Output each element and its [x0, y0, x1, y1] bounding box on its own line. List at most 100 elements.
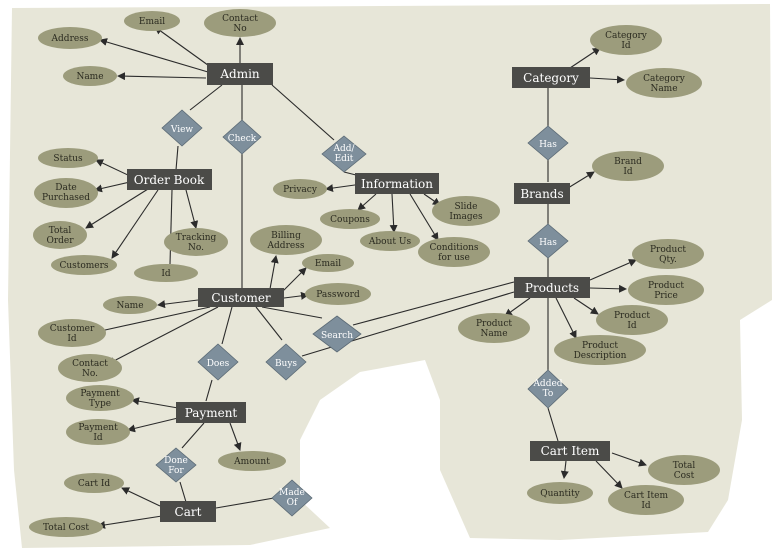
attribute-name-admin: Name [63, 66, 117, 86]
entity-information-label: Information [361, 177, 433, 191]
relationship-does: Does [197, 343, 239, 381]
attribute-product-name-label-1: Product [476, 319, 512, 329]
attribute-brand-id-label-2: Id [623, 167, 633, 177]
attribute-contact-no-admin: Contact No [204, 9, 276, 37]
attribute-amount: Amount [218, 451, 286, 471]
relationship-has-brands: Has [527, 223, 569, 259]
relationship-buys-label: Buys [275, 359, 297, 369]
attribute-total-order-label-2: Order [46, 236, 74, 246]
attribute-email-customer: Email [302, 254, 354, 272]
attribute-brand-id: Brand Id [592, 151, 664, 181]
attribute-slide-images-label-2: Images [449, 212, 483, 222]
attribute-password-label: Password [316, 290, 360, 300]
entity-products: Products [514, 277, 590, 298]
attribute-password: Password [305, 283, 371, 305]
attribute-date-purchased-label-1: Date [55, 183, 77, 193]
entity-order-book-label: Order Book [134, 173, 205, 187]
attribute-contact-no-admin-label-2: No [233, 24, 246, 34]
attribute-customer-id-label-1: Customer [50, 324, 95, 334]
attribute-category-name-label-1: Category [643, 74, 686, 84]
relationship-add-edit-label-1: Add/ [332, 144, 355, 154]
relationship-added-to: Added To [527, 369, 569, 409]
relationship-made-of-label-1: Made [279, 488, 305, 498]
entity-category: Category [512, 67, 590, 88]
attribute-product-name-label-2: Name [480, 329, 507, 339]
attribute-total-cost-item-label-2: Cost [674, 471, 695, 481]
attribute-category-id: Category Id [590, 25, 662, 55]
entity-customer: Customer [198, 288, 284, 307]
relationship-search-label: Search [321, 331, 353, 341]
attribute-customer-id: Customer Id [38, 319, 106, 347]
attribute-total-cost-item: Total Cost [648, 455, 720, 485]
attributes: Email Contact No Address Name Status Dat… [29, 9, 720, 537]
relationship-view-label: View [170, 125, 194, 135]
attribute-tracking-no-label-1: Tracking [176, 233, 217, 243]
attribute-contact-no-customer-label-2: No. [82, 369, 98, 379]
attribute-contact-no-admin-label-1: Contact [222, 14, 258, 24]
attribute-product-description-label-2: Description [574, 351, 627, 361]
relationship-add-edit-label-2: Edit [335, 154, 354, 164]
attribute-category-name-label-2: Name [650, 84, 677, 94]
attribute-category-id-label-2: Id [621, 41, 631, 51]
relationships: View Check Add/ Edit Has Has Search Does [155, 109, 569, 517]
relationship-added-to-label-1: Added [532, 379, 562, 389]
relationship-check-label: Check [228, 134, 257, 144]
attribute-billing-address-label-2: Address [267, 241, 305, 251]
attribute-product-price-label-2: Price [654, 291, 678, 301]
attribute-email-admin-label: Email [139, 17, 165, 27]
attribute-status: Status [38, 148, 98, 168]
attribute-quantity-label: Quantity [540, 489, 580, 499]
entity-order-book: Order Book [127, 169, 212, 190]
attribute-product-id-label-1: Product [614, 311, 650, 321]
attribute-cart-item-id-label-1: Cart Item [624, 491, 669, 501]
attribute-payment-id-label-2: Id [93, 433, 103, 443]
relationship-done-for-label-2: For [168, 466, 184, 476]
entity-cart-label: Cart [175, 505, 202, 519]
attribute-category-id-label-1: Category [605, 31, 648, 41]
attribute-conditions-for-use-label-1: Conditions [429, 243, 478, 253]
entity-cart-item: Cart Item [530, 441, 610, 461]
attribute-slide-images: Slide Images [432, 196, 500, 226]
attribute-brand-id-label-1: Brand [614, 157, 642, 167]
attribute-payment-type: Payment Type [66, 385, 134, 411]
relationship-made-of-label-2: Of [287, 498, 298, 508]
attribute-customers: Customers [51, 255, 117, 275]
entity-payment: Payment [176, 402, 246, 423]
attribute-contact-no-customer: Contact No. [58, 354, 122, 382]
attribute-billing-address-label-1: Billing [271, 231, 301, 241]
entity-category-label: Category [523, 71, 579, 85]
attribute-payment-type-label-1: Payment [80, 389, 120, 399]
attribute-product-price-label-1: Product [648, 281, 684, 291]
attribute-cart-id: Cart Id [64, 473, 124, 493]
entity-brands-label: Brands [520, 187, 563, 201]
relationship-buys: Buys [265, 343, 307, 381]
attribute-cart-item-id: Cart Item Id [608, 485, 684, 515]
attribute-product-description: Product Description [554, 335, 646, 365]
attribute-product-id: Product Id [596, 305, 668, 335]
attribute-id-order: Id [134, 264, 198, 282]
attribute-billing-address: Billing Address [250, 225, 322, 255]
attribute-product-qty: Product Qty. [632, 239, 704, 269]
attribute-total-order: Total Order [33, 221, 87, 249]
attribute-cart-item-id-label-2: Id [641, 501, 651, 511]
relationship-done-for-label-1: Done [164, 456, 188, 466]
attribute-address: Address [38, 27, 102, 49]
relationship-has-category: Has [527, 125, 569, 161]
entity-products-label: Products [525, 281, 579, 295]
attribute-coupons-label: Coupons [330, 215, 370, 225]
attribute-contact-no-customer-label-1: Contact [72, 359, 108, 369]
attribute-product-id-label-2: Id [627, 321, 637, 331]
attribute-slide-images-label-1: Slide [454, 202, 477, 212]
entities: Admin Order Book Information Category Br… [127, 63, 610, 522]
relationship-has-brands-label: Has [539, 238, 557, 248]
attribute-address-label: Address [51, 34, 89, 44]
attribute-coupons: Coupons [320, 209, 380, 229]
attribute-amount-label: Amount [233, 457, 270, 467]
attribute-customer-id-label-2: Id [67, 334, 77, 344]
attribute-email-customer-label: Email [315, 259, 341, 269]
attribute-name-customer: Name [103, 296, 157, 314]
attribute-total-order-label-1: Total [49, 226, 72, 236]
entity-payment-label: Payment [185, 406, 238, 420]
attribute-about-us: About Us [360, 231, 420, 251]
